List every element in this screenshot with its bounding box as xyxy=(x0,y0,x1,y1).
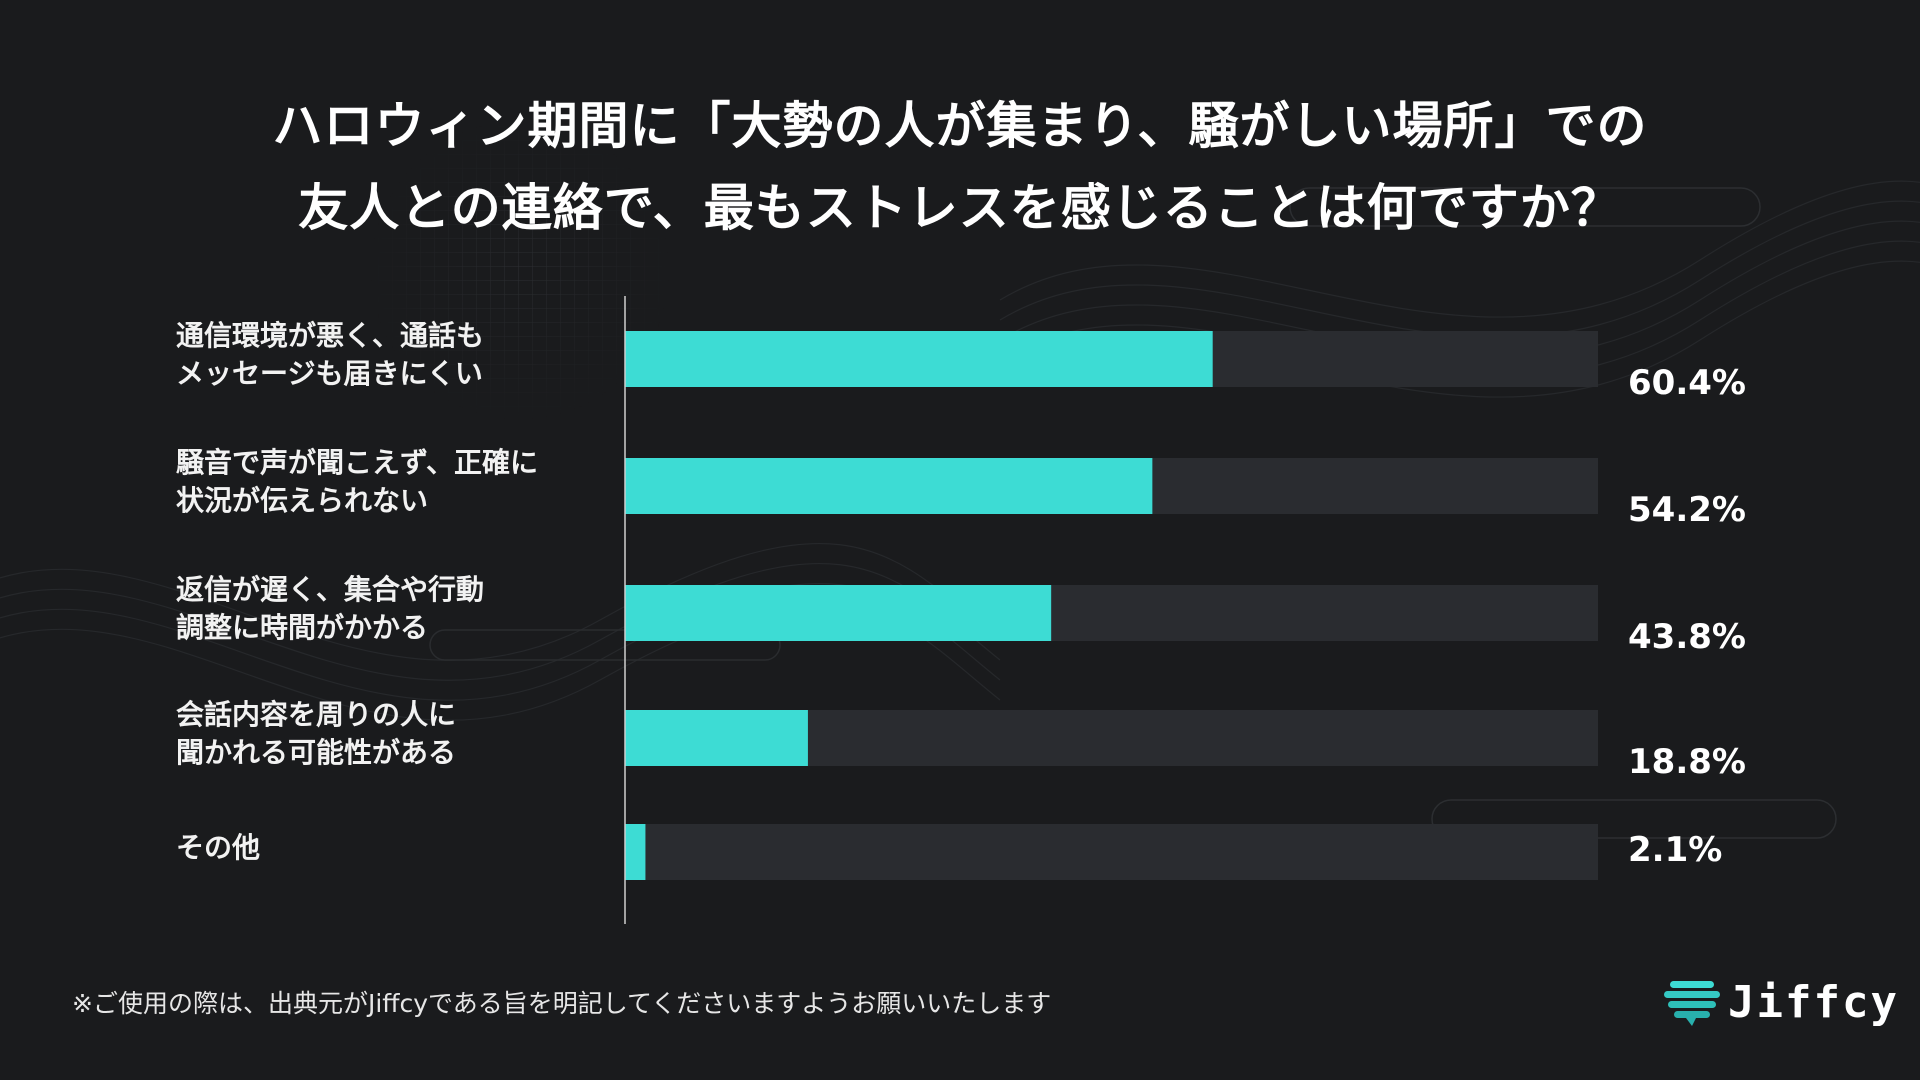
grid-circle-decoration xyxy=(370,120,670,420)
logo-text: Jiffcy xyxy=(1728,976,1899,1028)
value-label: 18.8% xyxy=(1628,742,1746,782)
title-line-1: ハロウィン期間に「大勢の人が集まり、騒がしい場所」での xyxy=(272,97,1648,155)
bar xyxy=(625,585,1052,641)
jiffcy-logo: Jiffcy xyxy=(1664,974,1899,1030)
category-label-line: 状況が伝えられない xyxy=(176,484,429,517)
category-label-line: 騒音で声が聞こえず、正確に xyxy=(176,446,539,479)
title-line-2: 友人との連絡で、最もストレスを感じることは何ですか？ xyxy=(298,179,1622,237)
chart-title: ハロウィン期間に「大勢の人が集まり、騒がしい場所」での 友人との連絡で、最もスト… xyxy=(0,85,1920,249)
bar xyxy=(625,710,808,766)
category-label: その他 xyxy=(176,829,616,867)
category-label-line: 返信が遅く、集合や行動 xyxy=(176,573,485,606)
category-label-line: 通信環境が悪く、通話も xyxy=(176,319,485,352)
pill-outline-decoration xyxy=(429,629,781,661)
category-label: 通信環境が悪く、通話も メッセージも届きにくい xyxy=(176,317,616,393)
category-label-line: 調整に時間がかかる xyxy=(176,611,429,644)
pill-outline-decoration xyxy=(1289,187,1761,227)
value-label: 54.2% xyxy=(1628,490,1746,530)
category-label-line: メッセージも届きにくい xyxy=(176,357,483,390)
category-label-line: 会話内容を周りの人に xyxy=(176,698,457,731)
bar xyxy=(625,824,646,880)
bar xyxy=(625,458,1153,514)
category-label: 返信が遅く、集合や行動 調整に時間がかかる xyxy=(176,571,616,647)
value-label: 60.4% xyxy=(1628,363,1746,403)
category-label: 騒音で声が聞こえず、正確に 状況が伝えられない xyxy=(176,444,616,520)
bars-group xyxy=(625,331,1598,880)
value-label: 2.1% xyxy=(1628,830,1723,870)
footnote: ※ご使用の際は、出典元がJiffcyである旨を明記してくださいますようお願いいた… xyxy=(72,989,1052,1018)
category-label-line: 聞かれる可能性がある xyxy=(176,736,457,769)
category-label-line: その他 xyxy=(176,831,261,864)
bar-track xyxy=(625,824,1598,880)
value-label: 43.8% xyxy=(1628,617,1746,657)
speech-bubble-stack-icon xyxy=(1664,981,1720,1026)
category-label: 会話内容を周りの人に 聞かれる可能性がある xyxy=(176,696,616,772)
bar xyxy=(625,331,1213,387)
pill-outline-decoration xyxy=(1431,799,1837,839)
